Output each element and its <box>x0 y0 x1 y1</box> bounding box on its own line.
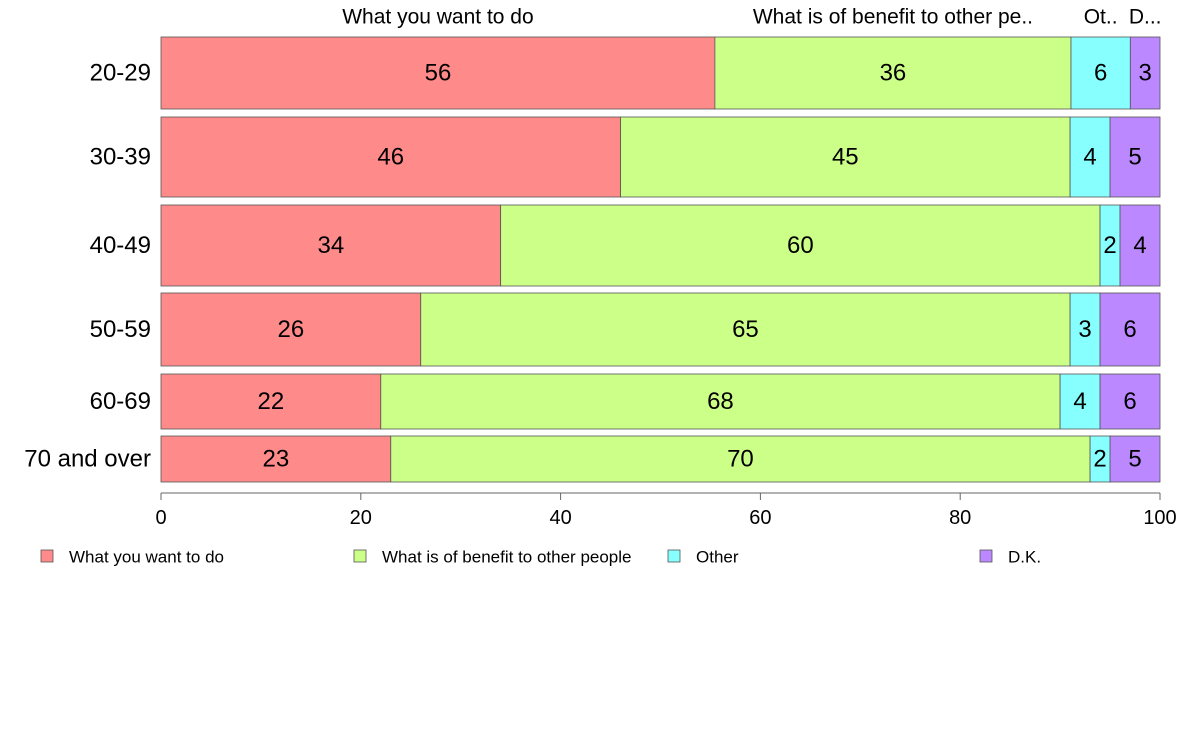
x-axis: 0 20 40 60 80 100 <box>155 492 1177 529</box>
bar-segment <box>500 204 1101 287</box>
legend-item: What you want to do <box>40 548 224 567</box>
data-label: 5 <box>1128 144 1141 171</box>
data-label: 45 <box>832 144 859 171</box>
data-label: 36 <box>880 60 907 87</box>
data-label: 4 <box>1083 144 1096 171</box>
bars-group: 56 36 6 346 45 4 534 60 2 426 65 3 622 68 4 623 70 2 5 <box>160 36 1161 483</box>
bar-segment <box>1069 116 1111 198</box>
data-label: 2 <box>1103 232 1116 259</box>
legend-swatch <box>353 549 367 563</box>
data-label: 23 <box>263 446 290 473</box>
legend-label: What you want to do <box>69 548 224 567</box>
bar-segment <box>1070 36 1131 110</box>
series-top-label: Ot.. <box>1084 6 1118 29</box>
x-tick-label: 0 <box>155 507 166 529</box>
data-label: 46 <box>377 144 404 171</box>
data-label: 5 <box>1128 446 1141 473</box>
category-labels: 20-29 30-39 40-49 50-59 60-69 70 and over <box>24 60 151 473</box>
bar-segment <box>160 292 422 367</box>
data-label: 6 <box>1094 60 1107 87</box>
bar-segment <box>160 373 382 430</box>
data-label: 22 <box>258 388 285 415</box>
bar-segment <box>420 292 1071 367</box>
bar-segment <box>390 435 1091 483</box>
category-label: 40-49 <box>90 232 151 259</box>
bar-segment <box>1129 36 1161 110</box>
legend-label: D.K. <box>1008 548 1041 567</box>
x-tick-label: 40 <box>549 507 571 529</box>
legend-swatch <box>667 549 681 563</box>
x-tick-label: 20 <box>350 507 372 529</box>
bar-segment <box>1109 435 1161 483</box>
bar-segment <box>620 116 1071 198</box>
category-label: 20-29 <box>90 60 151 87</box>
data-label: 6 <box>1123 316 1136 343</box>
data-label: 4 <box>1073 388 1086 415</box>
legend-label: What is of benefit to other people <box>382 548 632 567</box>
bar-segment <box>714 36 1072 110</box>
data-label: 3 <box>1078 316 1091 343</box>
data-label: 65 <box>732 316 759 343</box>
series-top-label: What you want to do <box>342 6 533 29</box>
legend-swatch <box>40 549 54 563</box>
bar-segment <box>380 373 1061 430</box>
data-label: 3 <box>1138 60 1151 87</box>
x-tick-label: 60 <box>749 507 771 529</box>
top-series-labels: What you want to do What is of benefit to… <box>342 6 1161 29</box>
data-label: 56 <box>425 60 452 87</box>
bar-segment <box>1069 292 1101 367</box>
legend-swatch <box>979 549 993 563</box>
category-label: 50-59 <box>90 316 151 343</box>
data-label: 4 <box>1133 232 1146 259</box>
x-tick-label: 100 <box>1143 507 1176 529</box>
category-label: 70 and over <box>24 446 151 473</box>
legend-item: D.K. <box>979 548 1041 567</box>
bar-segment <box>160 435 392 483</box>
data-label: 26 <box>278 316 305 343</box>
data-label: 70 <box>727 446 754 473</box>
data-label: 34 <box>317 232 344 259</box>
legend-item: What is of benefit to other people <box>353 548 632 567</box>
bar-segment <box>1119 204 1161 287</box>
data-label: 2 <box>1093 446 1106 473</box>
data-label: 6 <box>1123 388 1136 415</box>
legend-item: Other <box>667 548 739 567</box>
bar-segment <box>160 36 716 110</box>
category-label: 60-69 <box>90 388 151 415</box>
bar-segment <box>1109 116 1161 198</box>
data-label: 68 <box>707 388 734 415</box>
series-top-label: D... <box>1129 6 1162 29</box>
series-top-label: What is of benefit to other pe.. <box>753 6 1033 29</box>
bar-segment <box>160 116 621 198</box>
legend-label: Other <box>696 548 739 567</box>
bar-segment <box>1099 373 1161 430</box>
category-label: 30-39 <box>90 144 151 171</box>
bar-segment <box>1099 292 1161 367</box>
bar-segment <box>160 204 502 287</box>
bar-segment <box>1059 373 1101 430</box>
data-label: 60 <box>787 232 814 259</box>
legend: What you want to do What is of benefit to… <box>40 548 1041 567</box>
x-tick-label: 80 <box>949 507 971 529</box>
